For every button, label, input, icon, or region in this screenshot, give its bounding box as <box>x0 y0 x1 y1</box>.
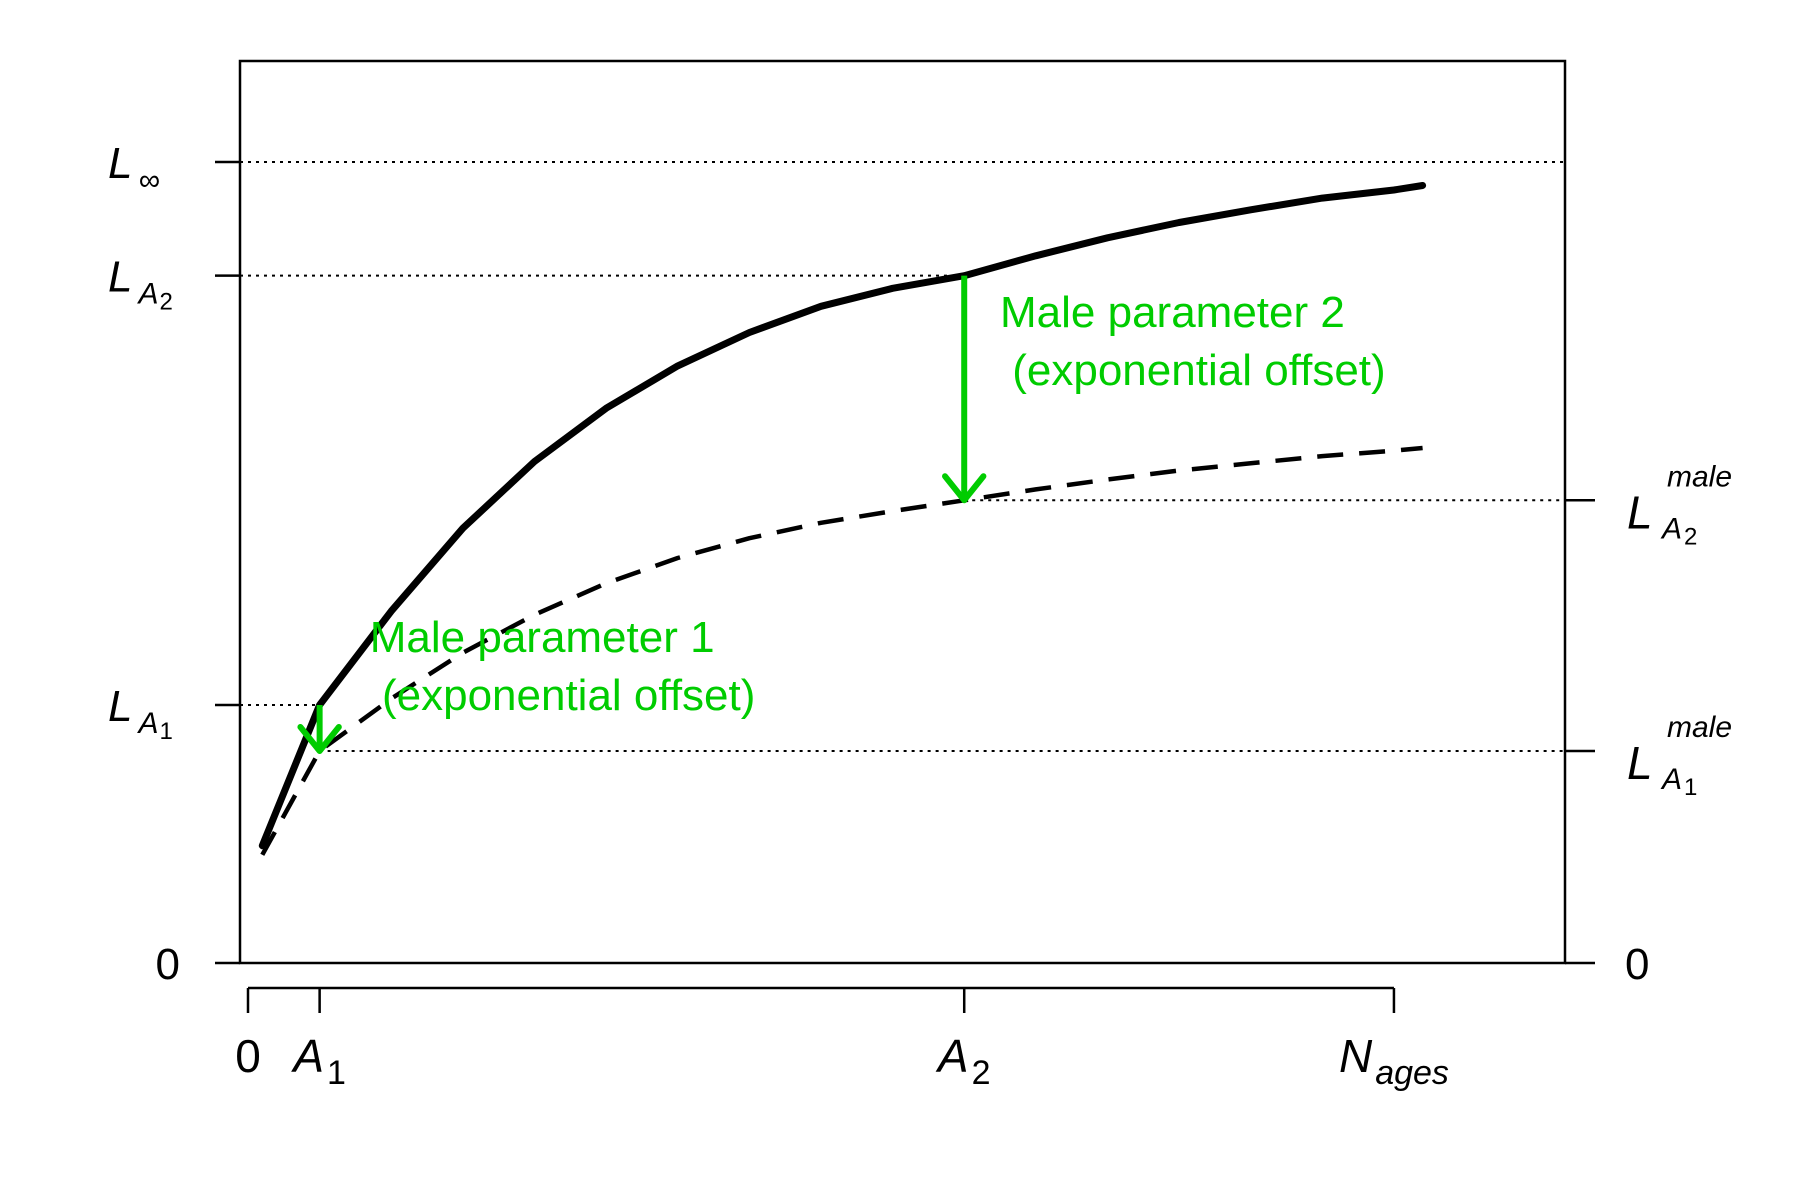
y-left-tick-label: L A1 <box>108 682 173 745</box>
offset-arrow <box>942 275 987 504</box>
plot-frame <box>238 59 1567 965</box>
y-right-tick-label: 0 <box>1625 940 1649 989</box>
y-left-tick-label: L A2 <box>108 253 173 316</box>
x-tick-label: Nages <box>1339 1030 1449 1092</box>
y-left-tick-label: 0 <box>156 940 180 989</box>
y-right-tick-main: L <box>1627 486 1653 538</box>
series-line-solid <box>258 182 1427 850</box>
offset-arrow <box>297 705 342 755</box>
annotation-text: Male parameter 2 (exponential offset) <box>1000 288 1386 395</box>
x-tick-label: A2 <box>935 1030 991 1092</box>
annotation-text: Male parameter 1 (exponential offset) <box>370 613 756 720</box>
y-right-tick-main: L <box>1627 737 1653 789</box>
reference-lines <box>240 161 1565 753</box>
y-right-tick-subsub: 1 <box>1684 774 1697 801</box>
arrow-layer <box>297 275 987 755</box>
arrow-head <box>297 724 342 755</box>
y-right-tick-subsub: 2 <box>1684 523 1697 550</box>
y-right-tick-sup: male <box>1667 711 1732 744</box>
y-right-tick-sup: male <box>1667 460 1732 493</box>
y-left-tick-label: L ∞ <box>108 139 160 197</box>
series-layer <box>258 182 1427 856</box>
y-right-tick-sub: A <box>1660 763 1682 796</box>
arrow-head <box>942 473 987 504</box>
x-tick-label: A1 <box>290 1030 346 1092</box>
y-right-tick-sub: A <box>1660 512 1682 545</box>
annotation-layer: Male parameter 2 (exponential offset) Mal… <box>370 288 1386 720</box>
x-tick-label: 0 <box>235 1030 261 1082</box>
